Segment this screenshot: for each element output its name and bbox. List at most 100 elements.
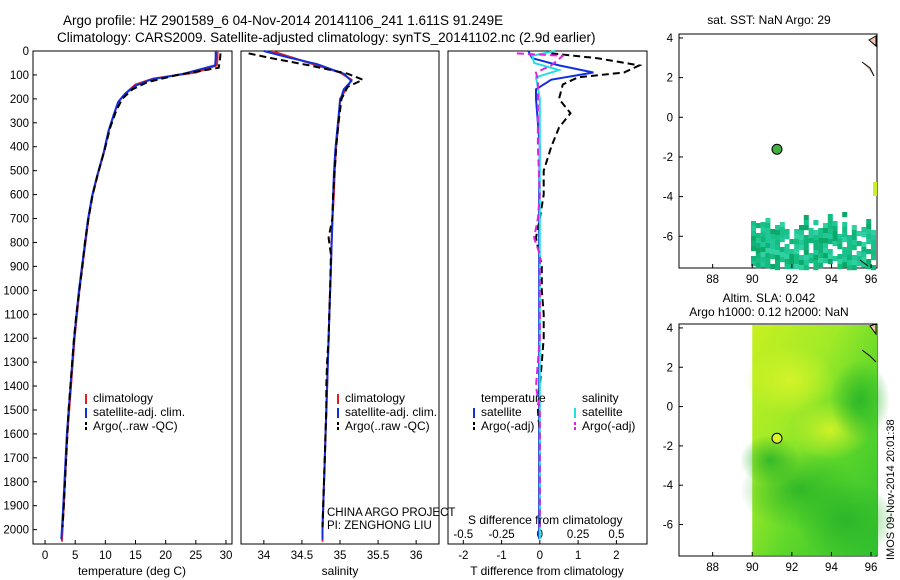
map-y-tick-label: 0 [667, 402, 673, 414]
project-annotation-line2: PI: ZENGHONG LIU [327, 520, 432, 532]
sst-cell [823, 253, 828, 259]
sst-cell [784, 249, 790, 255]
sst-cell [827, 234, 833, 240]
x-tick-label: 15 [129, 550, 142, 562]
sst-cell [775, 240, 780, 246]
depth-tick-label: 600 [10, 190, 29, 202]
depth-tick-label: 800 [10, 237, 29, 249]
sst-cell [823, 228, 828, 234]
legend-label-t-satellite: satellite [481, 405, 522, 419]
sst-cell [751, 246, 756, 252]
sst-cell [842, 257, 848, 263]
sst-cell [770, 264, 776, 270]
sst-cell [871, 255, 876, 261]
sst-cell [866, 239, 872, 245]
sst-cell [765, 228, 771, 234]
imos-watermark: IMOS 09-Nov-2014 20:01:38 [885, 419, 897, 560]
sst-cell [861, 232, 867, 238]
sst-map-y-ticks: -6 -4 -2 0 2 4 [663, 33, 683, 243]
sst-cell [871, 245, 876, 251]
sst-cell [813, 240, 819, 246]
sst-cell [794, 229, 800, 235]
map-x-tick-label: 92 [785, 562, 798, 574]
x-tick-label: 0 [42, 550, 48, 562]
difference-lines [516, 50, 643, 540]
sst-cell [775, 260, 780, 266]
map-y-tick-label: -6 [663, 520, 673, 532]
sst-cell [866, 249, 872, 255]
depth-tick-label: 1400 [3, 381, 29, 393]
sst-cell [789, 249, 795, 255]
sst-cell [803, 235, 809, 241]
sst-cell [784, 254, 790, 260]
sst-cell [856, 251, 862, 257]
sst-cell [827, 219, 833, 225]
sst-cell [813, 255, 819, 261]
depth-tick-label: 700 [10, 214, 29, 226]
sst-cell [832, 231, 838, 237]
sst-cell [794, 259, 800, 265]
depth-tick-label: 300 [10, 118, 29, 130]
x-tick-label: 34.5 [291, 550, 313, 562]
sst-cell [755, 233, 761, 239]
sla-field [740, 325, 895, 560]
map-y-tick-label: 4 [667, 323, 674, 335]
s-difference-label: S difference from climatology [468, 513, 623, 527]
map-x-tick-label: 92 [785, 274, 798, 286]
sst-cell [832, 226, 838, 232]
sst-cell [842, 212, 848, 218]
sst-cell [799, 230, 804, 236]
sst-cell [813, 265, 819, 271]
sst-cell [808, 258, 814, 264]
sst-cell [799, 245, 804, 251]
salinity-x-ticks: 34 34.5 35 35.5 36 [257, 540, 423, 562]
sst-cell [808, 238, 814, 244]
depth-tick-label: 200 [10, 94, 29, 106]
sst-cell [871, 265, 876, 271]
sst-cell [808, 228, 814, 234]
sst-cell [827, 239, 833, 245]
sst-cell [871, 240, 876, 246]
x-tick-label: 25 [189, 550, 202, 562]
s-tick-label: 0.25 [567, 529, 589, 541]
map-y-tick-label: -2 [663, 441, 673, 453]
series-line-s-argo [516, 52, 566, 528]
depth-tick-label: 2000 [3, 525, 29, 537]
sst-cell [871, 235, 876, 241]
sst-cell [827, 259, 833, 265]
sst-cell [856, 256, 862, 262]
map-y-tick-label: -6 [663, 231, 673, 243]
sst-cell [818, 253, 824, 259]
sst-cell [832, 241, 838, 247]
argo-float-marker [771, 143, 783, 155]
sst-cell [775, 250, 780, 256]
depth-tick-label: 400 [10, 142, 29, 154]
sst-cell [818, 238, 824, 244]
sst-cell [755, 263, 761, 269]
sst-cell [784, 234, 790, 240]
temperature-x-ticks: 0 5 10 15 20 25 30 [42, 540, 232, 562]
sst-cell [775, 235, 780, 241]
sst-cell [847, 240, 852, 246]
sst-cell [813, 260, 819, 266]
sst-cell [794, 254, 800, 260]
s-tick-label: -0.5 [453, 529, 473, 541]
sst-cell [842, 247, 848, 253]
sst-cell [823, 238, 828, 244]
sst-cell [784, 229, 790, 235]
sst-cell [837, 254, 843, 260]
sst-map-x-ticks: 88 90 92 94 96 [706, 264, 877, 286]
sst-cell [751, 241, 756, 247]
depth-tick-label: 1100 [4, 309, 29, 321]
x-tick-label: -2 [458, 550, 468, 562]
sla-anomaly [795, 480, 895, 560]
sst-cell [818, 228, 824, 234]
sla-map-y-ticks: -6 -4 -2 0 2 4 [663, 323, 683, 532]
sst-cell [847, 245, 852, 251]
sst-cell [842, 227, 848, 233]
sst-cell [842, 262, 848, 268]
sst-cell [794, 239, 800, 245]
sst-cell [779, 237, 785, 243]
sst-cell [847, 260, 852, 266]
sst-cell [866, 264, 872, 270]
